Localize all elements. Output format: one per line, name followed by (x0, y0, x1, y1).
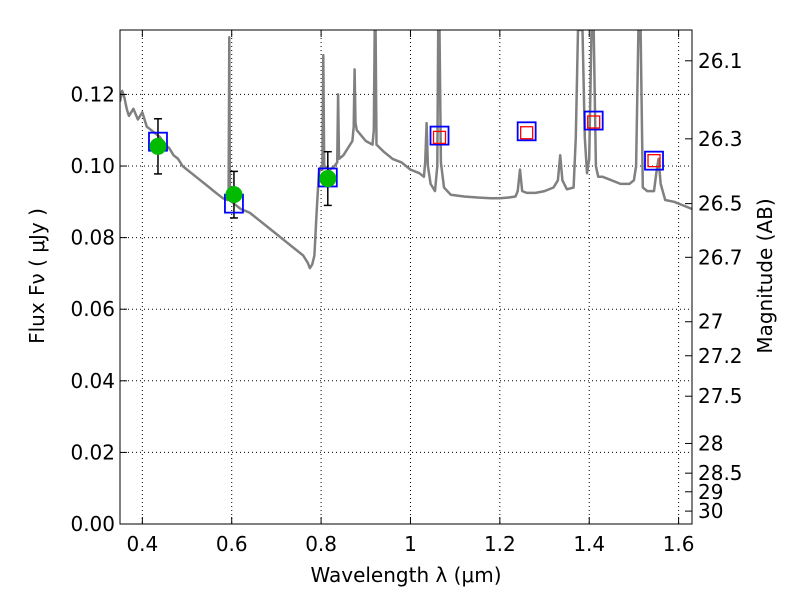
y-tick-label: 0.00 (70, 512, 115, 536)
x-tick-label: 0.6 (216, 532, 248, 556)
y2-tick-label: 26.5 (698, 192, 743, 216)
y2-tick-label: 26.7 (698, 245, 743, 269)
y2-tick-label: 28 (698, 431, 723, 455)
y-tick-label: 0.08 (70, 226, 115, 250)
plot-series (120, 30, 692, 270)
x-tick-label: 1.4 (573, 532, 605, 556)
axis-ticks: 0.4 0.6 0.8 1 1.2 1.4 1.6 0.00 0.02 0.04 0.06 0.08 0… (70, 30, 743, 556)
x-tick-label: 1.6 (663, 532, 695, 556)
y2-tick-label: 27 (698, 310, 723, 334)
model-phot-square (516, 121, 537, 142)
y2-tick-label: 27.2 (698, 344, 743, 368)
model-phot-square (583, 110, 604, 131)
predicted-square (432, 130, 447, 145)
y-tick-label: 0.02 (70, 440, 115, 464)
y-tick-label: 0.10 (70, 154, 115, 178)
model-phot-square (429, 125, 450, 146)
grid (120, 30, 692, 525)
y-axis-label: Flux Fν ( μJy ) (25, 208, 49, 344)
y2-tick-label: 29 (698, 480, 723, 504)
y2-tick-label: 26.3 (698, 127, 743, 151)
predicted-square (587, 115, 601, 129)
y-tick-label: 0.06 (70, 297, 115, 321)
observed-point (149, 137, 167, 155)
plot-frame (119, 29, 693, 525)
y2-tick-label: 28.5 (698, 461, 743, 485)
plot-area (120, 30, 692, 270)
x-tick-label: 0.4 (126, 532, 158, 556)
x-tick-label: 0.8 (305, 532, 337, 556)
y2-axis-label: Magnitude (AB) (753, 198, 777, 353)
y2-tick-label: 26.1 (698, 49, 743, 73)
x-tick-label: 1 (404, 532, 417, 556)
y-tick-label: 0.12 (70, 82, 115, 106)
y2-tick-label: 30 (698, 499, 723, 523)
predicted-square (520, 126, 534, 140)
x-axis-label: Wavelength λ (μm) (310, 563, 501, 587)
predicted-square (647, 154, 661, 168)
observed-point (319, 170, 337, 188)
sed-line (120, 30, 692, 270)
observed-point (225, 186, 243, 204)
y-tick-label: 0.04 (70, 369, 115, 393)
y2-tick-label: 27.5 (698, 384, 743, 408)
model-phot-square (644, 150, 664, 171)
x-tick-label: 1.2 (484, 532, 516, 556)
